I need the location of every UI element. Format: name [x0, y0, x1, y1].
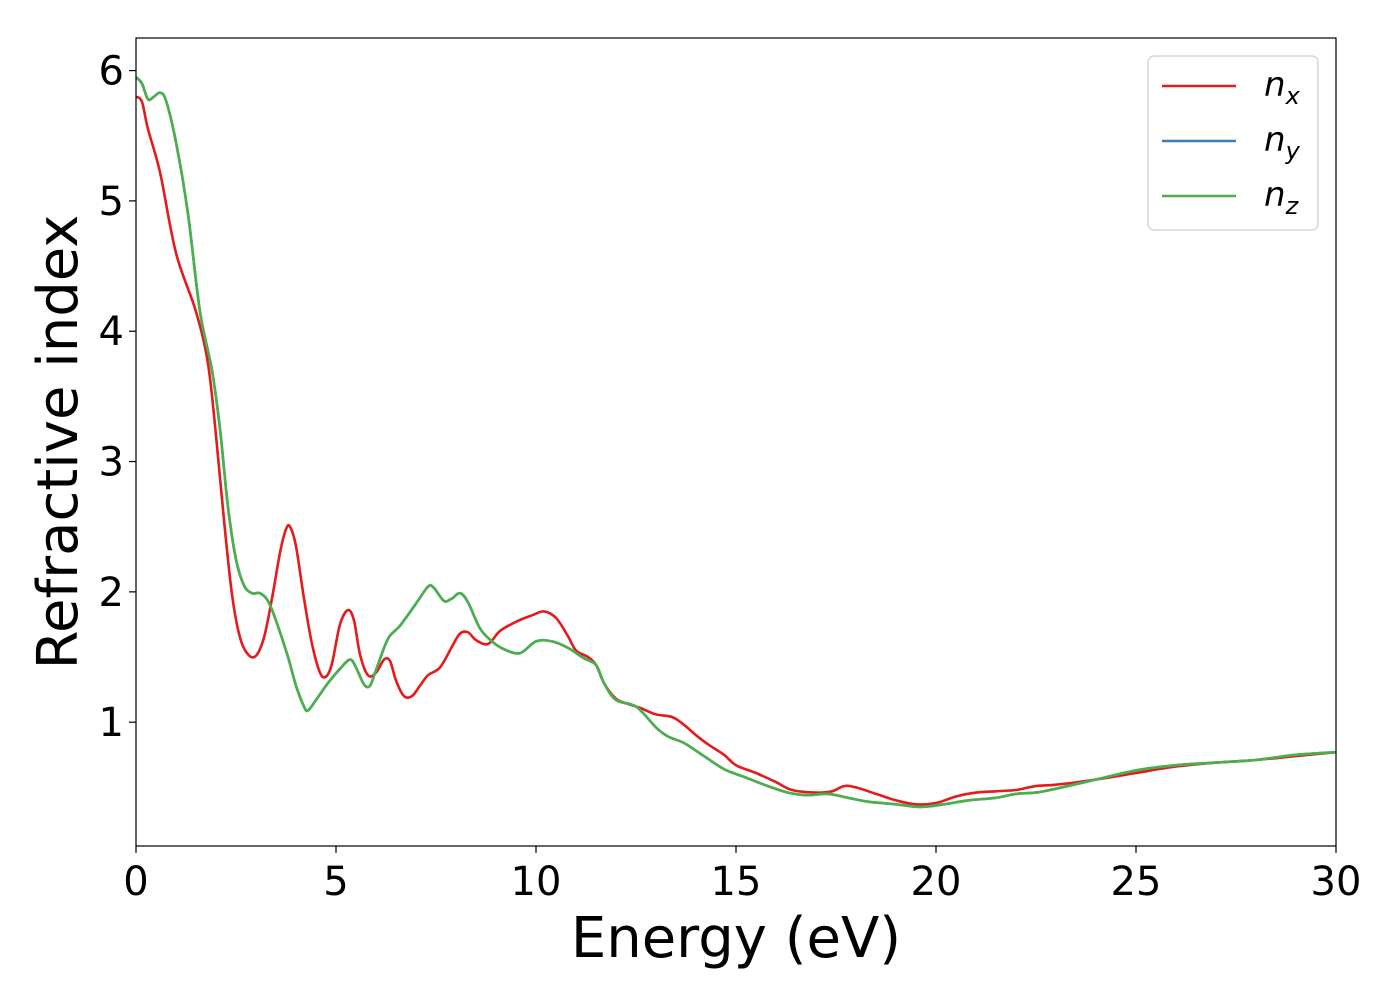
y-axis-ticks: 1 2 3 4 5 6 — [99, 49, 136, 746]
y-tick-label: 3 — [99, 440, 124, 486]
y-tick-label: 2 — [99, 570, 124, 616]
x-axis-ticks: 0 5 10 15 20 25 30 — [123, 846, 1361, 905]
x-tick-label: 10 — [511, 859, 562, 905]
y-tick-label: 6 — [99, 49, 124, 95]
legend-label-ny: ny — [1264, 120, 1301, 165]
x-tick-label: 5 — [323, 859, 348, 905]
y-tick-label: 4 — [99, 309, 124, 355]
x-tick-label: 25 — [1111, 859, 1162, 905]
series-line-nx — [135, 95, 1337, 806]
legend-box — [1147, 55, 1319, 231]
legend-label-nz: nz — [1264, 175, 1300, 220]
x-axis-title: Energy (eV) — [571, 906, 901, 971]
legend-label-nx: nx — [1264, 65, 1301, 110]
series-layer — [135, 76, 1337, 809]
series-line-nz — [135, 76, 1337, 809]
y-axis-title: Refractive index — [26, 215, 91, 670]
y-tick-label: 5 — [99, 179, 124, 225]
legend: nx ny nz — [1147, 55, 1319, 231]
x-tick-label: 0 — [123, 859, 148, 905]
y-tick-label: 1 — [99, 700, 124, 746]
x-tick-label: 30 — [1311, 859, 1362, 905]
x-tick-label: 15 — [711, 859, 762, 905]
x-tick-label: 20 — [911, 859, 962, 905]
